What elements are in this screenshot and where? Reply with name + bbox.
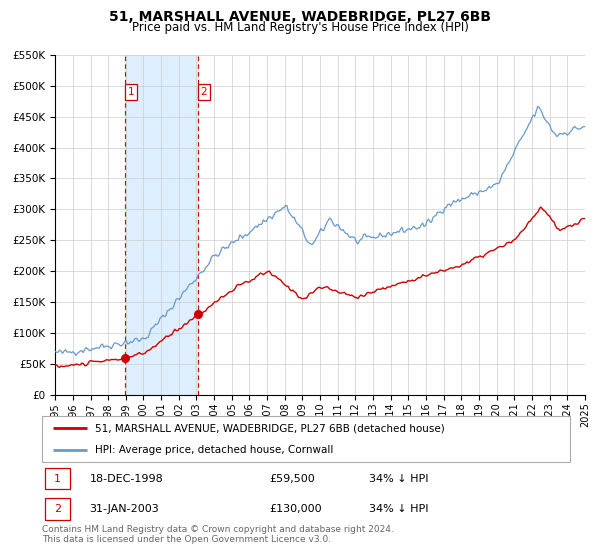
Text: 18-DEC-1998: 18-DEC-1998 [89, 474, 163, 484]
Text: £59,500: £59,500 [269, 474, 315, 484]
Text: £130,000: £130,000 [269, 504, 322, 514]
Text: 2: 2 [54, 504, 61, 514]
Text: 34% ↓ HPI: 34% ↓ HPI [370, 504, 429, 514]
Text: 31-JAN-2003: 31-JAN-2003 [89, 504, 159, 514]
Text: 1: 1 [54, 474, 61, 484]
Text: 51, MARSHALL AVENUE, WADEBRIDGE, PL27 6BB (detached house): 51, MARSHALL AVENUE, WADEBRIDGE, PL27 6B… [95, 423, 445, 433]
FancyBboxPatch shape [42, 416, 570, 462]
Text: HPI: Average price, detached house, Cornwall: HPI: Average price, detached house, Corn… [95, 445, 333, 455]
FancyBboxPatch shape [44, 468, 70, 489]
Text: Price paid vs. HM Land Registry's House Price Index (HPI): Price paid vs. HM Land Registry's House … [131, 21, 469, 34]
Text: Contains HM Land Registry data © Crown copyright and database right 2024.
This d: Contains HM Land Registry data © Crown c… [42, 525, 394, 544]
Text: 2: 2 [200, 87, 207, 97]
Text: 1: 1 [128, 87, 134, 97]
Text: 34% ↓ HPI: 34% ↓ HPI [370, 474, 429, 484]
FancyBboxPatch shape [44, 498, 70, 520]
Bar [125, 55, 198, 395]
Text: 51, MARSHALL AVENUE, WADEBRIDGE, PL27 6BB: 51, MARSHALL AVENUE, WADEBRIDGE, PL27 6B… [109, 10, 491, 24]
